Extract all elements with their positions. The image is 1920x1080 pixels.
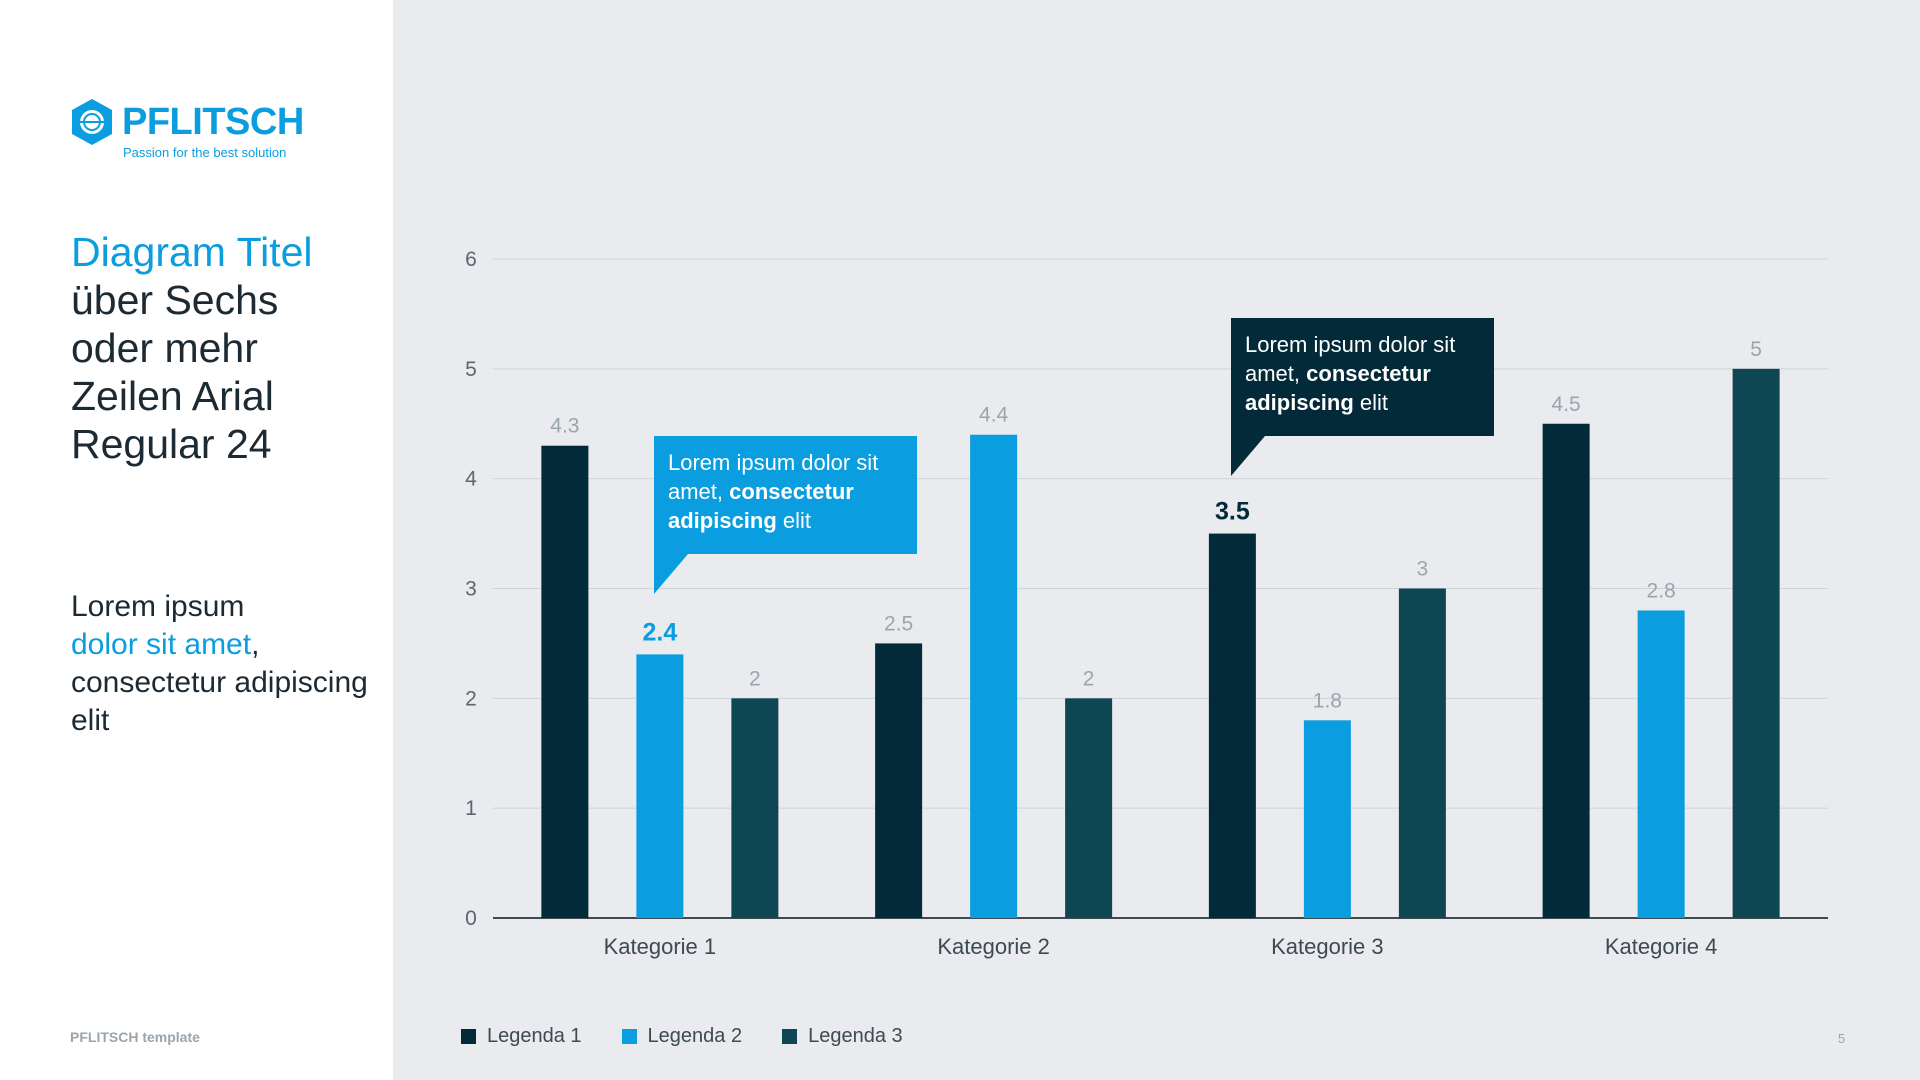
y-tick-label: 6	[465, 248, 477, 271]
legend-swatch	[782, 1029, 798, 1044]
data-label: 2.8	[1647, 579, 1676, 602]
page-number: 5	[1838, 1031, 1846, 1046]
bar	[875, 643, 923, 918]
bar	[731, 698, 779, 918]
bar	[541, 445, 589, 918]
data-label: 5	[1750, 338, 1762, 361]
bar	[1065, 698, 1113, 918]
data-label: 4.3	[550, 415, 579, 438]
legend-item: Legenda 2	[621, 1025, 743, 1048]
bar-chart: 0 1 2 3 4 5 6 4.3 2.4 2 Kategorie 1 2.5 4.4 2 Kategori…	[465, 248, 1828, 959]
callout-blue-text1: Lorem ipsum dolor sit amet,	[668, 450, 879, 504]
callout-blue: Lorem ipsum dolor sit amet, consectetur …	[654, 436, 917, 554]
callout-dark: Lorem ipsum dolor sit amet, consectetur …	[1231, 318, 1494, 436]
data-label: 2.4	[642, 618, 677, 646]
brand-name: PFLITSCH	[122, 101, 304, 143]
data-label: 3	[1417, 558, 1429, 581]
legend-swatch	[621, 1029, 637, 1044]
x-category-label: Kategorie 3	[1271, 934, 1384, 959]
bar	[970, 434, 1018, 918]
callout-dark-text2: elit	[1353, 390, 1389, 415]
callout-dark-text1: Lorem ipsum dolor sit amet,	[1245, 332, 1456, 386]
data-label: 2	[1083, 667, 1095, 690]
data-label: 3.5	[1215, 498, 1250, 526]
data-label: 4.4	[979, 404, 1009, 427]
y-tick-label: 0	[465, 907, 477, 930]
bar	[1732, 368, 1780, 918]
left-panel	[0, 0, 393, 1080]
bar	[1398, 588, 1446, 918]
y-tick-label: 4	[465, 468, 477, 491]
slide-title: Diagram Titel über Sechs oder mehr Zeile…	[71, 228, 371, 468]
legend-label: Legenda 3	[808, 1025, 903, 1047]
data-label: 1.8	[1313, 689, 1342, 712]
body-line1: Lorem ipsum	[71, 590, 245, 623]
callout-dark-bold: consectetur adipiscing	[1245, 361, 1431, 415]
legend-label: Legenda 2	[647, 1025, 743, 1047]
callout-blue-text2: elit	[776, 508, 812, 533]
data-label: 2	[749, 667, 761, 690]
legend-swatch	[461, 1029, 476, 1044]
legend-item: Legenda 1	[461, 1025, 582, 1048]
bar	[1637, 610, 1685, 918]
bar	[1542, 423, 1590, 918]
callout-blue-bold: consectetur adipiscing	[668, 479, 854, 533]
x-category-label: Kategorie 1	[604, 934, 717, 959]
slide-body-text: Lorem ipsum dolor sit amet, consectetur …	[71, 588, 371, 740]
data-label: 2.5	[884, 612, 913, 635]
body-comma: ,	[251, 628, 260, 661]
data-label: 4.5	[1552, 393, 1581, 416]
callout-blue-tail	[654, 554, 688, 594]
body-rest: consectetur adipiscing elit	[71, 666, 368, 737]
slide-title-rest: über Sechs oder mehr Zeilen Arial Regula…	[71, 277, 279, 467]
logo-icon	[72, 99, 112, 145]
x-category-label: Kategorie 2	[937, 934, 1050, 959]
bar	[1303, 720, 1351, 918]
callout-dark-tail	[1231, 436, 1265, 476]
body-accent: dolor sit amet	[71, 628, 252, 661]
footer-label: PFLITSCH template	[70, 1029, 200, 1045]
y-tick-label: 1	[465, 797, 477, 820]
slide-title-accent: Diagram Titel	[71, 229, 313, 275]
y-tick-label: 3	[465, 578, 477, 601]
bar	[1208, 533, 1256, 918]
chart-legend: Legenda 1 Legenda 2 Legenda 3	[461, 1025, 903, 1048]
bar	[636, 654, 684, 918]
x-category-label: Kategorie 4	[1605, 934, 1718, 959]
brand-tagline: Passion for the best solution	[123, 145, 287, 160]
y-tick-label: 5	[465, 358, 477, 381]
legend-item: Legenda 3	[782, 1025, 903, 1048]
y-tick-label: 2	[465, 687, 477, 710]
legend-label: Legenda 1	[487, 1025, 582, 1047]
